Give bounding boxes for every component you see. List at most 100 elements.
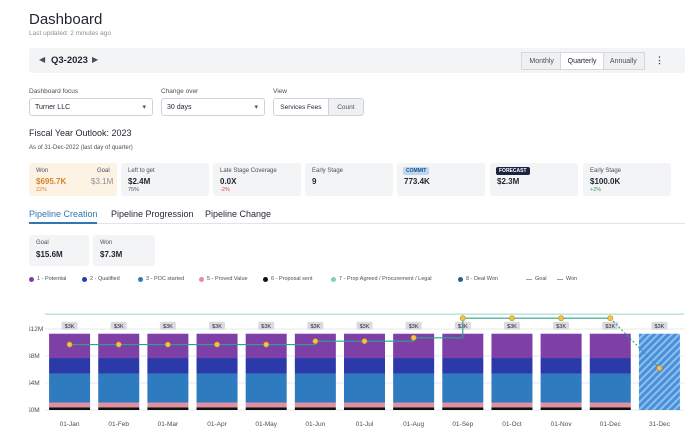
- legend-swatch: [331, 276, 336, 282]
- tab-pipeline-creation[interactable]: Pipeline Creation: [29, 209, 98, 219]
- period-annually[interactable]: Annually: [609, 57, 637, 65]
- bar-label: $3K: [655, 324, 665, 330]
- bar-label: $3K: [556, 324, 566, 330]
- chevron-down-icon: ▾: [254, 104, 258, 111]
- bar-segment: [540, 407, 582, 410]
- forecast-value: $2.3M: [497, 177, 520, 186]
- goal-label: Goal: [97, 168, 110, 174]
- won-metric-card: Won $7.3M: [93, 235, 155, 266]
- tab-pipeline-progression[interactable]: Pipeline Progression: [111, 209, 194, 219]
- legend-item: 5 - Proved Value: [199, 276, 248, 282]
- view-services-fees[interactable]: Services Fees: [274, 99, 329, 115]
- bar-label-box: [258, 321, 275, 330]
- more-vertical-icon[interactable]: ⋮: [655, 55, 664, 65]
- chevron-left-icon[interactable]: ◀: [39, 55, 46, 64]
- legend-label: 6 - Proposal sent: [271, 276, 313, 282]
- bar-segment: [491, 333, 533, 359]
- legend-swatch: [199, 276, 204, 282]
- legend-item: 7 - Prop Agreed / Procurement / Legal: [331, 276, 432, 282]
- pipeline-chart: $0M $4M $8M $12M $3K 01-Jan $3K 01-Feb $3K 01-Mar…: [29, 313, 684, 428]
- legend-label: 8 - Deal Won: [466, 276, 498, 282]
- bar-segment: [196, 373, 238, 403]
- won-label: Won: [36, 168, 49, 174]
- view-count[interactable]: Count: [337, 103, 355, 111]
- legend-label: 7 - Prop Agreed / Procurement / Legal: [339, 276, 432, 282]
- bar-segment: [98, 402, 140, 408]
- bar-label-box: [356, 321, 373, 330]
- active-tab-indicator: [29, 222, 97, 224]
- view-switch: Services Fees Count: [273, 98, 364, 116]
- bar-segment: [196, 358, 238, 374]
- forecast-card: FORECAST $2.3M: [490, 163, 578, 196]
- won-marker: [312, 338, 319, 345]
- legend-swatch: [263, 276, 268, 282]
- bar-segment: [540, 373, 582, 403]
- chevron-right-icon[interactable]: ▶: [92, 55, 99, 64]
- commit-badge: COMMIT: [403, 167, 430, 175]
- bar-segment: [49, 358, 91, 374]
- won-marker: [410, 334, 417, 341]
- won-metric-value: $7.3M: [100, 250, 123, 259]
- bar-segment: [442, 358, 484, 374]
- legend-item: 8 - Deal Won: [458, 276, 498, 282]
- commit-value: 773.4K: [404, 177, 430, 186]
- won-percent: 22%: [36, 187, 48, 193]
- legend-item: Goal: [526, 276, 547, 282]
- focus-select[interactable]: Turner LLC ▾: [29, 98, 153, 116]
- bar-segment: [344, 333, 385, 359]
- bar-segment: [491, 358, 533, 374]
- bar-segment: [98, 407, 140, 410]
- x-tick-label: 01-Feb: [108, 421, 129, 428]
- x-tick-label: 31-Dec: [649, 421, 671, 428]
- page-title: Dashboard: [29, 11, 103, 28]
- bar-segment: [196, 402, 238, 408]
- bar-segment: [245, 373, 287, 403]
- outlook-asof: As of 31-Dec-2022 (last day of quarter): [29, 145, 133, 151]
- period-quarterly[interactable]: Quarterly: [561, 53, 603, 69]
- bar-segment: [147, 373, 189, 403]
- period-switch: Monthly Quarterly Annually: [521, 52, 645, 70]
- bar-label: $3K: [114, 324, 124, 330]
- early-stage-card: Early Stage 9: [305, 163, 393, 196]
- bar-label-box: [61, 321, 78, 330]
- x-tick-label: 01-Oct: [502, 421, 522, 428]
- x-tick-label: 01-Jul: [356, 421, 374, 428]
- y-tick-label: $12M: [29, 326, 43, 333]
- bar-label-box: [307, 321, 324, 330]
- bar-segment: [245, 407, 287, 410]
- bar-segment: [442, 373, 484, 403]
- left-percent: 75%: [128, 187, 140, 193]
- early-value: 9: [312, 177, 317, 186]
- y-tick-label: $4M: [29, 380, 40, 387]
- bar-segment: [393, 358, 435, 374]
- bar-label-box: [553, 321, 570, 330]
- legend-swatch: [557, 278, 563, 280]
- outlook-title: Fiscal Year Outlook: 2023: [29, 128, 132, 138]
- bar-segment: [294, 407, 336, 410]
- late-percent: -2%: [220, 187, 230, 193]
- legend-item: Won: [557, 276, 577, 282]
- tab-divider: [29, 223, 685, 224]
- bar-label-box: [110, 321, 127, 330]
- bar-segment: [344, 407, 385, 410]
- period-label: Q3-2023: [51, 55, 88, 66]
- legend-label: 5 - Proved Value: [207, 276, 248, 282]
- tab-pipeline-change[interactable]: Pipeline Change: [205, 209, 272, 219]
- won-marker: [115, 341, 122, 348]
- left-to-get-card: Left to get $2.4M 75%: [121, 163, 209, 196]
- bar-segment: [540, 333, 582, 359]
- legend-swatch: [82, 276, 87, 282]
- won-metric-label: Won: [100, 240, 113, 246]
- bar-segment: [98, 373, 140, 403]
- bar-label-box: [209, 321, 226, 330]
- legend-item: 1 - Potential: [29, 276, 66, 282]
- early2-percent: +2%: [590, 187, 602, 193]
- bar-label: $3K: [605, 324, 615, 330]
- bar-segment: [245, 358, 287, 374]
- won-marker: [509, 315, 515, 322]
- period-monthly[interactable]: Monthly: [529, 57, 554, 65]
- bar-segment: [589, 402, 631, 408]
- change-select[interactable]: 30 days ▾: [161, 98, 265, 116]
- left-label: Left to get: [128, 168, 155, 174]
- bar-segment: [245, 402, 287, 408]
